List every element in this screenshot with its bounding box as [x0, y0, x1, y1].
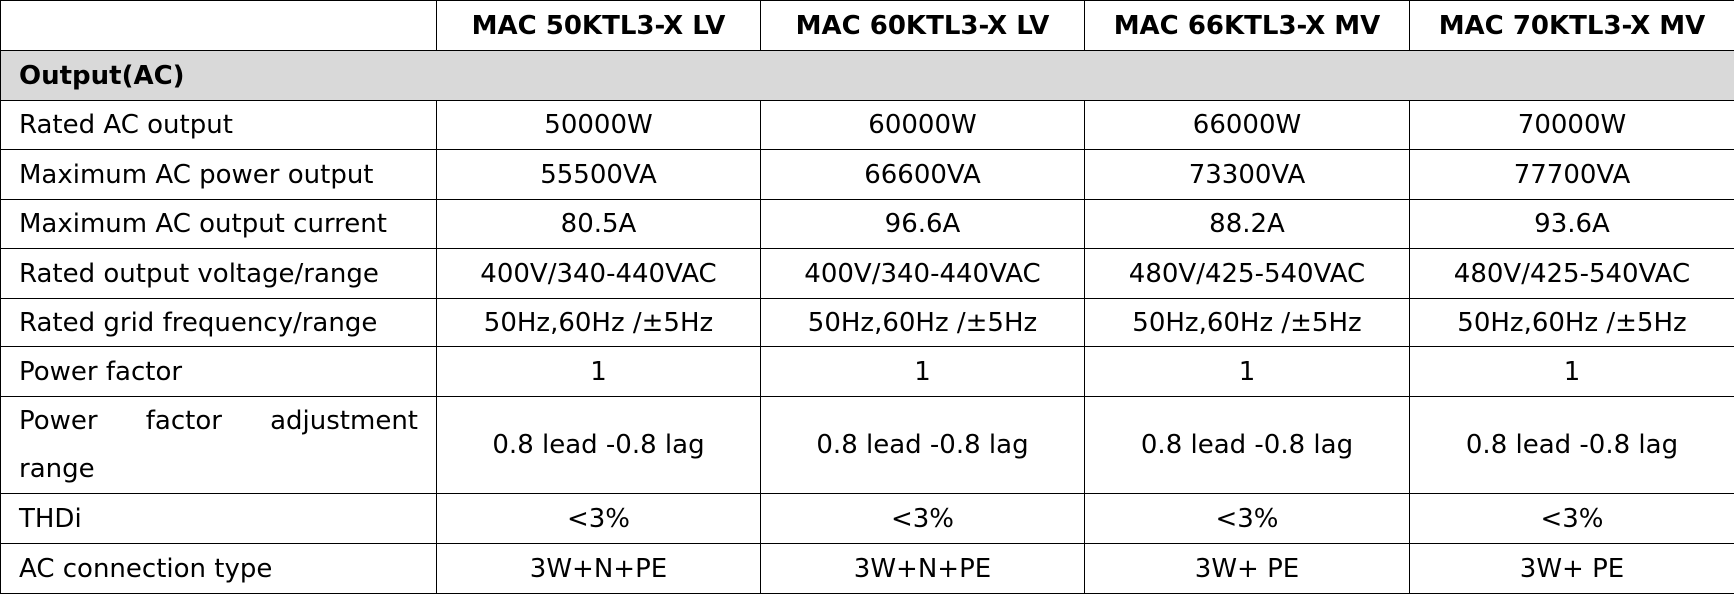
spec-value: <3%: [1085, 494, 1410, 544]
row-label: Power factor: [1, 347, 437, 397]
spec-value: 0.8 lead -0.8 lag: [761, 397, 1085, 494]
spec-value: 3W+ PE: [1410, 544, 1734, 594]
spec-value: <3%: [437, 494, 761, 544]
spec-value: 50Hz,60Hz /±5Hz: [437, 299, 761, 347]
spec-value: 77700VA: [1410, 150, 1734, 200]
section-title: Output(AC): [1, 51, 1734, 101]
spec-value: 3W+N+PE: [437, 544, 761, 594]
row-label: Maximum AC power output: [1, 150, 437, 200]
row-label: THDi: [1, 494, 437, 544]
row-label: Rated AC output: [1, 101, 437, 150]
spec-value: <3%: [1410, 494, 1734, 544]
spec-value: 88.2A: [1085, 200, 1410, 249]
row-label: Rated output voltage/range: [1, 249, 437, 299]
spec-value: 400V/340-440VAC: [437, 249, 761, 299]
spec-value: 1: [761, 347, 1085, 397]
spec-value: 0.8 lead -0.8 lag: [1410, 397, 1734, 494]
spec-value: 70000W: [1410, 101, 1734, 150]
section-row: Output(AC): [1, 51, 1734, 101]
spec-value: 50000W: [437, 101, 761, 150]
row-label: Power factor adjustment range: [1, 397, 437, 494]
spec-row: THDi<3%<3%<3%<3%: [1, 494, 1734, 544]
spec-value: 0.8 lead -0.8 lag: [1085, 397, 1410, 494]
row-label: Rated grid frequency/range: [1, 299, 437, 347]
spec-value: 3W+N+PE: [761, 544, 1085, 594]
spec-value: 93.6A: [1410, 200, 1734, 249]
spec-value: 400V/340-440VAC: [761, 249, 1085, 299]
model-header: MAC 60KTL3-X LV: [761, 1, 1085, 51]
spec-value: 55500VA: [437, 150, 761, 200]
spec-value: 80.5A: [437, 200, 761, 249]
spec-value: 0.8 lead -0.8 lag: [437, 397, 761, 494]
spec-value: 66000W: [1085, 101, 1410, 150]
row-label: Maximum AC output current: [1, 200, 437, 249]
spec-value: 60000W: [761, 101, 1085, 150]
spec-value: 50Hz,60Hz /±5Hz: [761, 299, 1085, 347]
spec-value: <3%: [761, 494, 1085, 544]
row-label: AC connection type: [1, 544, 437, 594]
corner-cell: [1, 1, 437, 51]
spec-value: 1: [437, 347, 761, 397]
spec-value: 73300VA: [1085, 150, 1410, 200]
model-header: MAC 66KTL3-X MV: [1085, 1, 1410, 51]
spec-value: 66600VA: [761, 150, 1085, 200]
model-header: MAC 70KTL3-X MV: [1410, 1, 1734, 51]
spec-value: 50Hz,60Hz /±5Hz: [1410, 299, 1734, 347]
model-header: MAC 50KTL3-X LV: [437, 1, 761, 51]
spec-value: 1: [1410, 347, 1734, 397]
spec-value: 480V/425-540VAC: [1410, 249, 1734, 299]
spec-value: 50Hz,60Hz /±5Hz: [1085, 299, 1410, 347]
spec-value: 96.6A: [761, 200, 1085, 249]
spec-value: 3W+ PE: [1085, 544, 1410, 594]
spec-value: 480V/425-540VAC: [1085, 249, 1410, 299]
spec-value: 1: [1085, 347, 1410, 397]
